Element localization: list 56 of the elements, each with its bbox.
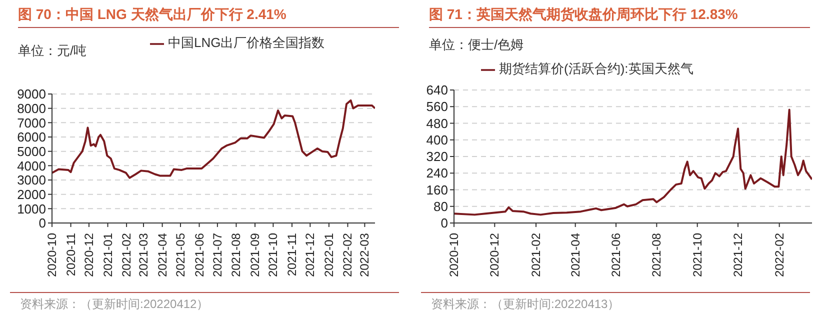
y-tick-label: 5000 xyxy=(17,144,46,159)
y-tick-label: 400 xyxy=(426,132,448,148)
x-tick-label: 2021-06 xyxy=(192,232,206,278)
legend-label: 中国LNG出厂价格全国指数 xyxy=(168,35,325,50)
x-tick-label: 2020-12 xyxy=(82,232,96,278)
x-tick-label: 2022-02 xyxy=(772,232,786,278)
x-tick-label: 2020-11 xyxy=(64,232,78,276)
text: 资料来源：（更新时间:20220413） xyxy=(431,296,620,313)
x-tick-label: 2021-04 xyxy=(155,232,170,278)
x-tick-label: 2021-08 xyxy=(650,232,664,278)
x-tick-label: 2020-10 xyxy=(45,232,59,278)
x-tick-label: 2021-07 xyxy=(210,232,224,278)
line-series xyxy=(454,108,812,216)
chart-title: 图 70：中国 LNG 天然气出厂价下行 2.41% xyxy=(18,6,399,28)
legend-label: 期货结算价(活跃合约):英国天然气 xyxy=(499,61,694,76)
y-tick-label: 560 xyxy=(426,99,448,114)
y-tick-label: 0 xyxy=(440,216,448,231)
y-tick-label: 320 xyxy=(426,149,448,164)
y-tick-label: 640 xyxy=(426,82,448,98)
y-tick-label: 160 xyxy=(426,182,448,198)
chart-title: 图 71：英国天然气期货收盘价周环比下行 12.83% xyxy=(429,6,810,28)
x-tick-label: 2021-10 xyxy=(266,232,280,278)
x-tick-label: 2020-12 xyxy=(488,232,502,278)
y-axis-title: 单位：元/吨 xyxy=(18,42,87,60)
y-tick-label: 1000 xyxy=(17,201,46,216)
y-axis-title: 单位：便士/色姆 xyxy=(429,36,524,54)
x-tick-label: 2022-03 xyxy=(358,232,372,278)
x-tick-label: 2022-02 xyxy=(340,232,355,278)
y-tick-label: 480 xyxy=(426,116,448,131)
x-tick-label: 2021-11 xyxy=(284,232,299,276)
y-tick-label: 6000 xyxy=(17,130,46,145)
y-tick-label: 2000 xyxy=(17,186,46,202)
y-tick-label: 4000 xyxy=(17,158,46,174)
x-tick-label: 2021-12 xyxy=(303,232,318,278)
x-tick-label: 2021-08 xyxy=(229,232,244,278)
x-tick-label: 2022-01 xyxy=(322,232,336,278)
x-tick-label: 2021-03 xyxy=(136,232,151,278)
x-tick-label: 2021-02 xyxy=(120,232,134,278)
x-tick-label: 2021-05 xyxy=(173,232,188,278)
y-tick-label: 0 xyxy=(38,216,46,231)
line-series xyxy=(52,99,375,179)
x-tick-label: 2021-01 xyxy=(100,232,115,278)
x-tick-label: 2021-12 xyxy=(731,232,745,278)
y-tick-label: 9000 xyxy=(17,86,46,102)
y-tick-label: 8000 xyxy=(17,100,46,116)
x-tick-label: 2021-10 xyxy=(690,232,704,278)
x-tick-label: 2021-09 xyxy=(248,232,262,278)
x-tick-label: 2021-04 xyxy=(568,232,582,278)
x-tick-label: 2021-02 xyxy=(529,232,543,278)
x-tick-label: 2020-10 xyxy=(447,232,461,278)
y-tick-label: 3000 xyxy=(17,172,46,188)
y-tick-label: 240 xyxy=(426,166,448,181)
y-tick-label: 7000 xyxy=(17,115,46,130)
y-tick-label: 80 xyxy=(434,198,448,214)
x-tick-label: 2021-06 xyxy=(609,232,623,278)
text: 资料来源：（更新时间:20220412） xyxy=(20,296,209,313)
